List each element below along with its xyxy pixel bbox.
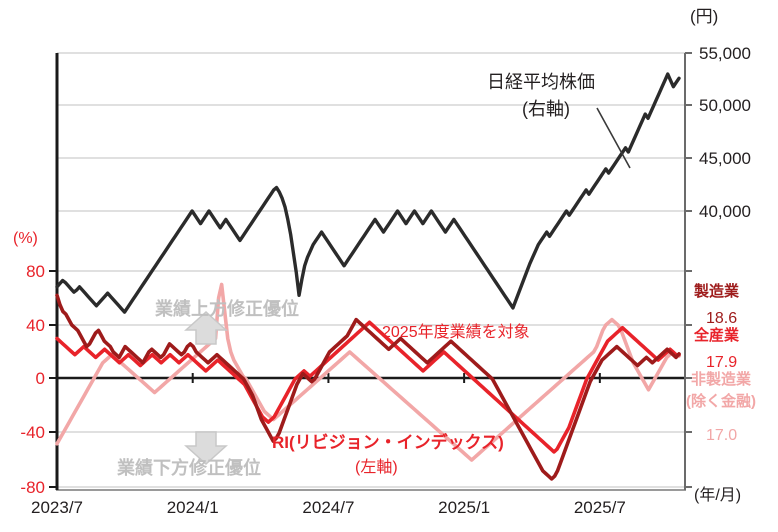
right-axis-tick-label: 55,000	[699, 44, 751, 63]
legend-non-manufacturing-value: 17.0	[706, 427, 737, 444]
legend-non-manufacturing-sublabel: (除く金融)	[686, 392, 756, 410]
left-axis-ticks: 80 40 0 -40 -80	[20, 262, 57, 497]
upward-arrow-icon	[184, 310, 228, 345]
x-axis-tick-label: 2025/1	[438, 498, 490, 517]
series-line-non-manufacturing	[55, 282, 681, 462]
right-axis-tick-label: 50,000	[699, 96, 751, 115]
left-axis-unit: (%)	[13, 230, 38, 247]
right-axis-ticks: 55,000 50,000 45,000 40,000	[685, 44, 751, 488]
left-axis-tick-label: 40	[26, 316, 45, 335]
x-axis-ticks: 2023/7 2024/1 2024/7 2025/1 2025/7	[31, 373, 626, 517]
x-axis-tick-label: 2024/7	[302, 498, 354, 517]
nikkei-leader-line	[596, 107, 631, 169]
x-axis-tick-label: 2024/1	[167, 498, 219, 517]
right-axis-tick-label: 45,000	[699, 149, 751, 168]
series-line-nikkei	[55, 72, 681, 314]
left-axis-tick-label: -40	[20, 423, 45, 442]
upward-revision-label: 業績上方修正優位	[154, 298, 299, 319]
downward-arrow-icon	[184, 431, 228, 466]
x-axis-unit: (年/月)	[694, 486, 741, 504]
right-axis-tick-label: 40,000	[699, 202, 751, 221]
downward-revision-label: 業績下方修正優位	[116, 457, 261, 478]
legend-all-industries-label: 全産業	[693, 326, 740, 344]
x-axis-tick-label: 2023/7	[31, 498, 83, 517]
nikkei-label: 日経平均株価	[487, 72, 595, 92]
nikkei-axis-note: (右軸)	[522, 99, 570, 119]
ri-label: RI(リビジョン・インデックス)	[272, 432, 504, 452]
legend-non-manufacturing-label: 非製造業	[691, 370, 752, 388]
left-axis-tick-label: -80	[20, 478, 45, 497]
series-lines	[55, 72, 681, 481]
fiscal-year-target-label: 2025年度業績を対象	[382, 323, 530, 341]
series-line-manufacturing	[55, 293, 681, 481]
x-axis-tick-label: 2025/7	[574, 498, 626, 517]
right-axis-unit: (円)	[690, 7, 718, 26]
series-line-all-industries	[55, 320, 681, 454]
left-axis-tick-label: 80	[26, 262, 45, 281]
ri-axis-note: (左軸)	[355, 458, 398, 476]
legend-manufacturing-label: 製造業	[693, 282, 740, 300]
legend-manufacturing-value: 18.6	[706, 310, 737, 327]
legend-all-industries-value: 17.9	[706, 354, 737, 371]
left-axis-tick-label: 0	[36, 369, 45, 388]
